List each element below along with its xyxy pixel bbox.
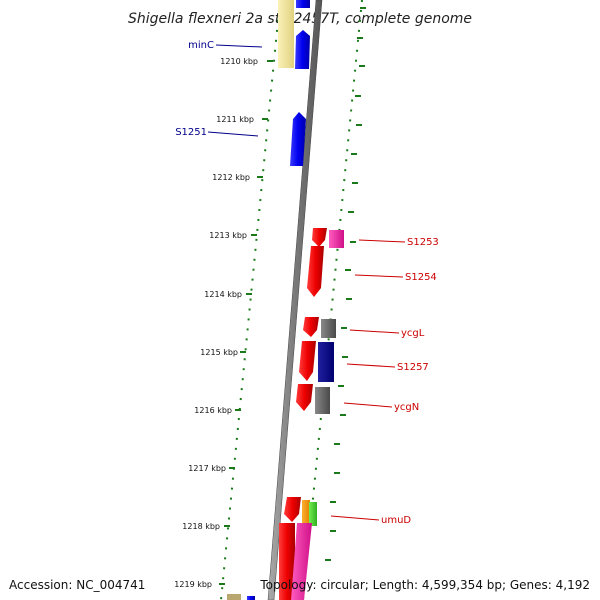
gene-label-S1257[interactable]: S1257	[397, 362, 429, 373]
tick-label: 1213 kbp	[209, 231, 247, 240]
gene-label-minC[interactable]: minC	[188, 40, 214, 51]
tick-label: 1210 kbp	[220, 57, 258, 66]
gene-feature	[291, 523, 312, 600]
gene-feature	[302, 500, 310, 525]
tick-label: 1215 kbp	[200, 348, 238, 357]
gene-label-S1251[interactable]: S1251	[175, 127, 207, 138]
gene-feature	[318, 342, 334, 382]
tick-label: 1217 kbp	[188, 464, 226, 473]
leader-lines	[207, 44, 406, 521]
track-guides	[220, 0, 363, 600]
gene-feature	[321, 319, 336, 338]
accession-text: Accession: NC_004741	[9, 578, 146, 592]
tick-marks-left	[219, 60, 273, 585]
map-title: Shigella flexneri 2a str. 2457T, complet…	[128, 11, 472, 27]
gene-feature	[284, 497, 301, 522]
tick-label: 1218 kbp	[182, 522, 220, 531]
gene-feature	[329, 230, 344, 248]
gene-feature	[303, 317, 319, 337]
gene-label-S1253[interactable]: S1253	[407, 237, 439, 248]
gene-feature	[309, 502, 317, 526]
gene-label-ycgN[interactable]: ycgN	[394, 402, 419, 413]
tick-label: 1216 kbp	[194, 406, 232, 415]
gene-feature	[312, 228, 327, 247]
gene-feature	[307, 246, 324, 297]
gene-feature	[295, 30, 310, 69]
genome-summary-text: Topology: circular; Length: 4,599,354 bp…	[260, 578, 590, 592]
gene-feature	[278, 0, 294, 68]
tick-label: 1214 kbp	[204, 290, 242, 299]
tick-label: 1212 kbp	[212, 173, 250, 182]
tick-labels: 1210 kbp 1211 kbp 1212 kbp 1213 kbp 1214…	[174, 57, 258, 589]
gene-feature	[315, 387, 330, 414]
gene-label-umuD[interactable]: umuD	[381, 515, 411, 526]
genome-backbone	[267, 0, 323, 600]
gene-features	[227, 0, 344, 600]
gene-feature	[247, 596, 255, 600]
gene-label-S1254[interactable]: S1254	[405, 272, 437, 283]
gene-feature	[296, 384, 313, 411]
tick-label: 1211 kbp	[216, 115, 254, 124]
gene-feature	[227, 594, 241, 600]
gene-label-ycgL[interactable]: ycgL	[401, 328, 425, 339]
gene-feature	[299, 341, 316, 381]
tick-marks-right	[325, 7, 366, 561]
gene-feature	[296, 0, 310, 8]
gene-feature	[290, 112, 306, 166]
tick-label: 1219 kbp	[174, 580, 212, 589]
gene-labels: minC S1251 S1253 S1254 ycgL S1257 ycgN u…	[175, 40, 439, 526]
gene-feature	[279, 523, 295, 600]
